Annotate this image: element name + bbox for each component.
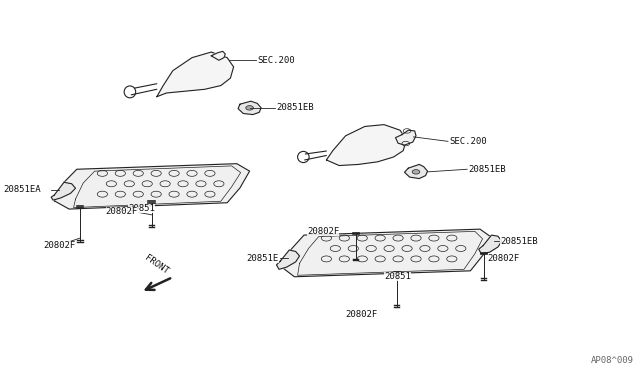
Text: 20802F: 20802F: [44, 241, 76, 250]
Text: SEC.200: SEC.200: [257, 56, 295, 65]
Text: 20851EB: 20851EB: [468, 165, 506, 174]
Polygon shape: [326, 125, 406, 166]
Circle shape: [246, 106, 253, 110]
Polygon shape: [54, 164, 250, 209]
Text: 20851: 20851: [128, 204, 155, 213]
Text: 20802F: 20802F: [307, 227, 339, 236]
Text: SEC.200: SEC.200: [449, 137, 487, 146]
Text: 20802F: 20802F: [106, 207, 138, 216]
Polygon shape: [479, 235, 502, 254]
Polygon shape: [211, 51, 225, 60]
Polygon shape: [276, 250, 300, 269]
Polygon shape: [238, 101, 261, 115]
Polygon shape: [51, 182, 76, 200]
Text: 20851EB: 20851EB: [276, 103, 314, 112]
Text: FRONT: FRONT: [143, 253, 170, 276]
Circle shape: [412, 170, 420, 174]
Polygon shape: [157, 52, 234, 97]
Text: 20802F: 20802F: [488, 254, 520, 263]
Text: 20851EA: 20851EA: [3, 185, 41, 194]
Polygon shape: [280, 229, 492, 277]
Text: 20851E: 20851E: [247, 254, 279, 263]
Polygon shape: [396, 130, 416, 145]
Text: 20851: 20851: [384, 272, 411, 280]
Text: 20802F: 20802F: [346, 310, 378, 319]
Polygon shape: [404, 164, 428, 179]
Text: AP08^009: AP08^009: [591, 356, 634, 365]
Text: 20851EB: 20851EB: [500, 237, 538, 246]
